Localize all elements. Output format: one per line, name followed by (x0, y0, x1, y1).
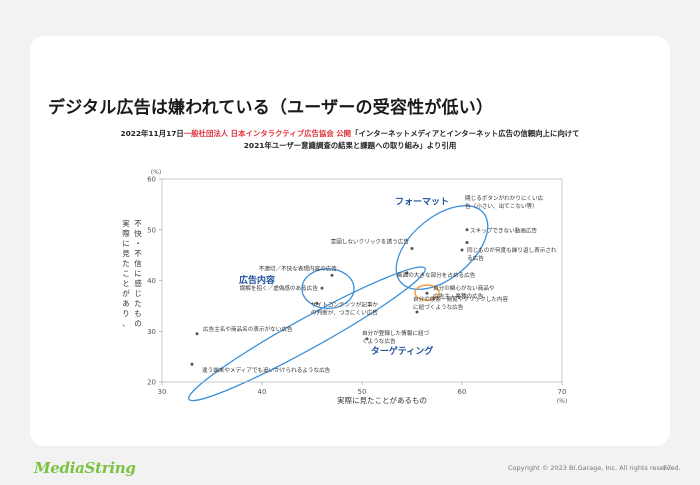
y-axis-label-char: 不 (134, 219, 142, 228)
data-point-1 (465, 240, 469, 244)
data-point-5 (425, 291, 429, 295)
data-point-6 (330, 273, 334, 277)
y-axis-label-char: 感 (134, 278, 142, 288)
chart-points (190, 228, 469, 366)
y-tick-label-0: 20 (147, 379, 156, 387)
data-point-11 (365, 337, 369, 341)
point-label-5: 自分の関心がない商品や広告主・業種の広告 (433, 284, 495, 300)
data-point-0 (465, 228, 469, 232)
y-tick-label-4: 60 (147, 176, 156, 184)
page-number: 57 (663, 464, 672, 472)
slide-title: デジタル広告は嫌われている（ユーザーの受容性が低い） (48, 98, 494, 118)
y-axis-label-char: ・ (134, 239, 142, 248)
point-label-2-line-1: る広告 (467, 254, 484, 262)
point-label-2-line-0: 同じものが何度も繰り返し表示され (467, 246, 557, 254)
source-org: 一般社団法人 日本インタラクティブ広告協会 公開 (183, 129, 352, 138)
ellipse-content (301, 268, 355, 310)
point-label-10-line-0: 自分の検索・閲覧やクリックした内容 (413, 295, 509, 303)
group-label-2: ターゲティング (371, 345, 433, 357)
point-label-4: 画面の大きな部分を占める広告 (397, 271, 476, 279)
x-tick-label-4: 70 (558, 388, 567, 396)
data-point-3 (410, 247, 414, 251)
y-axis-label-char: 不 (134, 249, 142, 258)
brand-logo: MediaString (34, 459, 136, 477)
data-point-9 (195, 332, 199, 336)
point-label-10-line-1: に紐づくような広告 (413, 303, 464, 311)
x-unit: (%) (557, 398, 567, 404)
source-date: 2022年11月17日 (120, 129, 184, 138)
point-label-5-line-1: 広告主・業種の広告 (433, 292, 484, 300)
y-axis-caption-char: に (122, 239, 130, 248)
y-axis-caption-char: あ (122, 299, 130, 308)
y-axis-label: 不快・不信に感じたもの (134, 219, 142, 328)
point-label-3: 意図しないクリックを誘う広告 (331, 238, 410, 246)
source-line-2: 2021年ユーザー意識調査の結果と課題への取り組み」より引用 (243, 141, 457, 150)
source-title: 「インターネットメディアとインターネット広告の信頼向上に向けて (351, 129, 580, 138)
y-unit: (%) (151, 169, 161, 176)
y-axis-caption-char: こ (122, 269, 130, 278)
y-axis-caption: 実際に見たことがあり、 (122, 218, 130, 328)
point-label-8: サイトコンテンツが記事かの判断が、つきにくい広告 (311, 300, 379, 316)
y-axis-label-char: 信 (134, 258, 142, 268)
point-label-11: 自分が登録した情報に紐づくような広告 (362, 329, 430, 345)
y-axis-label-char: た (134, 299, 142, 308)
point-label-7: 誤解を招く／虚偽感のある広告 (240, 284, 319, 292)
y-axis-caption-char: 、 (122, 319, 130, 328)
x-tick-label-3: 60 (458, 388, 467, 396)
data-point-7 (320, 286, 324, 290)
scatter-chart: 30 40 50 60 702030405060(%)(%)実際に見たことがあるもの不快… (122, 169, 567, 404)
point-label-8-line-1: の判断が、つきにくい広告 (311, 308, 378, 316)
point-label-9: 広告主名や商品名の表示がない広告 (203, 325, 293, 333)
y-tick-label-3: 50 (147, 226, 156, 234)
copyright-text: Copyright © 2023 BI.Garage, Inc. All rig… (508, 464, 681, 472)
group-ellipses (188, 205, 489, 402)
point-label-0: 閉じるボタンがわかりにくい広告（小さい、出てこない等） (465, 194, 544, 210)
data-point-10 (415, 310, 419, 314)
y-axis-label-char: 快 (134, 228, 142, 238)
y-axis-label-char: の (134, 319, 142, 328)
point-label-11-line-1: くような広告 (362, 337, 396, 345)
chart-axes: 30 40 50 60 702030405060(%)(%)実際に見たことがあるもの不快… (122, 169, 567, 404)
point-label-0-line-1: 告（小さい、出てこない等） (465, 202, 538, 210)
group-label-0: フォーマット (395, 196, 449, 207)
y-axis-caption-char: 見 (122, 249, 130, 258)
x-tick-label-0: 30 (158, 388, 167, 396)
slide-card (30, 36, 670, 446)
y-axis-label-char: じ (134, 289, 142, 298)
point-label-12: 違う端末やメディアでも追いかけられるような広告 (202, 366, 331, 374)
point-label-5-line-0: 自分の関心がない商品や (433, 284, 495, 292)
point-label-11-line-0: 自分が登録した情報に紐づ (362, 329, 430, 337)
y-tick-label-2: 40 (147, 277, 156, 285)
x-tick-label-2: 50 (358, 388, 367, 396)
point-label-2: 同じものが何度も繰り返し表示される広告 (467, 246, 557, 262)
ellipse-format (395, 205, 489, 290)
y-axis-caption-char: 実 (122, 218, 130, 228)
point-label-1: スキップできない動画広告 (470, 226, 538, 234)
x-tick-label-1: 40 (258, 388, 267, 396)
y-tick-label-1: 30 (147, 328, 156, 336)
point-label-0-line-0: 閉じるボタンがわかりにくい広 (465, 194, 544, 202)
source-line-1: 2022年11月17日一般社団法人 日本インタラクティブ広告協会 公開「インター… (0, 128, 700, 139)
y-axis-caption-char: が (122, 288, 130, 298)
point-label-6: 不適切／不快な表現内容の広告 (259, 264, 338, 272)
y-axis-caption-char: と (122, 279, 130, 288)
data-point-4 (405, 271, 409, 275)
group-label-1: 広告内容 (239, 274, 275, 286)
ellipse-targeting (188, 266, 426, 402)
y-axis-caption-char: た (122, 259, 130, 268)
data-point-2 (460, 248, 464, 252)
y-axis-label-char: も (134, 309, 142, 318)
ellipse-interest-highlight (414, 284, 440, 301)
y-axis-label-char: に (134, 269, 142, 278)
y-axis-caption-char: り (122, 309, 130, 318)
point-label-10: 自分の検索・閲覧やクリックした内容に紐づくような広告 (413, 295, 509, 311)
y-axis-caption-char: 際 (122, 228, 130, 238)
data-point-8 (315, 301, 319, 305)
x-axis-label: 実際に見たことがあるもの (337, 395, 427, 404)
data-point-12 (190, 362, 194, 366)
point-label-8-line-0: サイトコンテンツが記事か (311, 300, 379, 308)
